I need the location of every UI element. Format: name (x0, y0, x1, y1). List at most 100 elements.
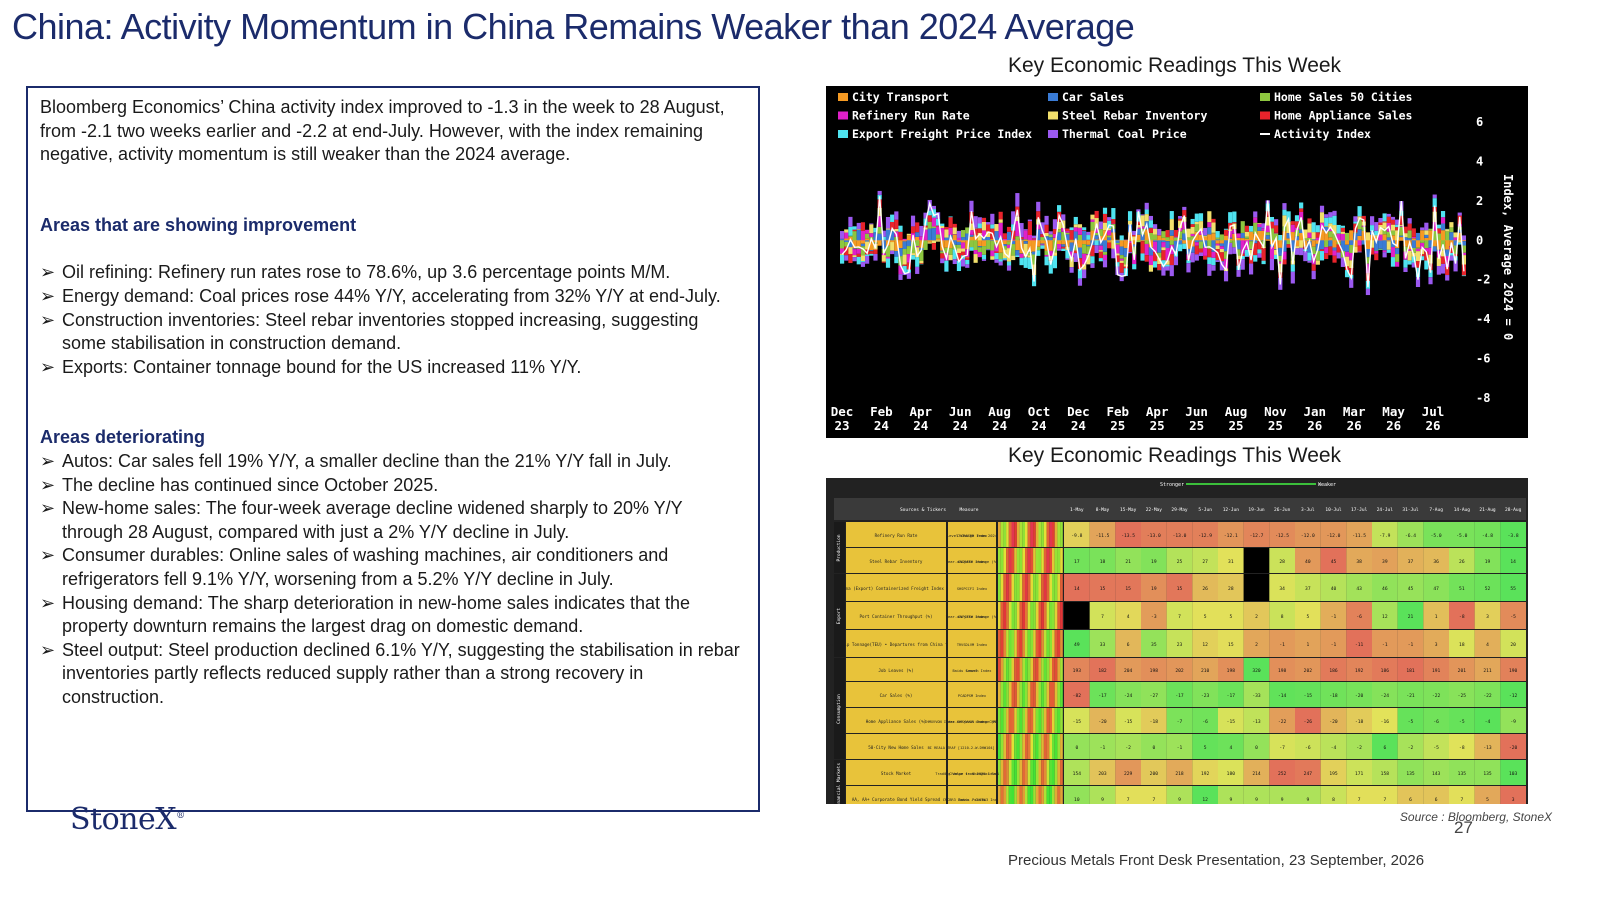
history-strip (1011, 658, 1015, 681)
chart-bar-segment (1077, 268, 1083, 279)
chart-bar-segment (1228, 240, 1233, 243)
chart-bar-segment (1107, 237, 1112, 241)
chart-bar-segment (1324, 231, 1329, 241)
chart-bar-segment (1073, 245, 1078, 251)
heat-cell-value: -7.9 (1379, 533, 1390, 539)
heat-cell (1218, 708, 1244, 733)
chart-bar-segment (1107, 217, 1112, 221)
chart-bar-segment (856, 253, 861, 257)
history-strip (1019, 734, 1023, 759)
chart-bar-segment (1299, 233, 1304, 241)
chart-bar-segment (1006, 261, 1012, 266)
heat-cell-value: -15 (1227, 719, 1236, 725)
heat-cell-value: 7 (1460, 797, 1463, 803)
chart-bar-segment (1278, 263, 1283, 273)
chart-bar-segment (1315, 225, 1320, 233)
heat-cell (1064, 602, 1090, 629)
chart-bar-segment (1169, 230, 1174, 236)
chart-bar-segment (1411, 240, 1416, 248)
heat-cell-value: 3 (1512, 797, 1515, 803)
y-tick-label: -6 (1476, 352, 1490, 366)
chart-bar-segment (1361, 240, 1366, 244)
history-strip (1022, 708, 1025, 733)
column-header: 7-Aug (1429, 507, 1443, 513)
heat-cell-value: 103 (1509, 771, 1518, 777)
chart-bar-segment (931, 217, 936, 227)
chart-bar-segment (877, 207, 882, 217)
chart-bar-segment (1370, 247, 1375, 255)
chart-bar-segment (1027, 257, 1032, 269)
history-strip (1022, 734, 1025, 759)
heat-cell (1243, 574, 1270, 601)
x-tick-year: 24 (992, 418, 1007, 433)
chart-bar-segment (969, 247, 974, 251)
chart-bar-segment (1219, 240, 1224, 244)
heat-cell (1243, 708, 1270, 733)
history-strip (1014, 630, 1017, 657)
heat-cell-value: -2 (1356, 745, 1362, 751)
history-strip (1054, 734, 1058, 759)
chart-bar-segment (986, 222, 991, 225)
heat-cell (1449, 602, 1475, 629)
heat-cell-value: -23 (1201, 693, 1210, 699)
chart-bar-segment (1023, 241, 1028, 244)
chart-bar-segment (1344, 244, 1350, 252)
chart-bar-segment (1332, 255, 1337, 263)
heat-cell (1423, 734, 1449, 759)
chart-bar-segment (1445, 249, 1450, 257)
bullet-text: Autos: Car sales fell 19% Y/Y, a smaller… (62, 450, 672, 471)
chart-bar-segment (1365, 257, 1371, 264)
source-ticker: CNCBR3 Index - CNCBA3 Index (943, 798, 1002, 802)
chart-bar-segment (1065, 231, 1070, 233)
chart-bar-segment (1165, 241, 1170, 248)
chart-bar-segment (1269, 228, 1275, 241)
heat-cell-value: 26 (1459, 559, 1465, 565)
chart-bar-segment (1328, 231, 1333, 238)
heat-cell (1166, 708, 1193, 733)
chart-bar-segment (1407, 250, 1412, 261)
legend-swatch (1048, 111, 1058, 120)
chart-bar-segment (1073, 250, 1078, 254)
chart-bar-segment (1044, 255, 1049, 257)
chart-bar-segment (1294, 240, 1300, 247)
heat-cell (1372, 548, 1398, 573)
history-strip (1027, 522, 1031, 547)
history-strip (1006, 602, 1009, 629)
chart-bar-segment (1044, 232, 1049, 237)
heat-cell-value: -3.8 (1508, 533, 1519, 539)
chart-bar-segment (1144, 240, 1149, 244)
chart-bar-segment (869, 223, 874, 225)
history-strip (1016, 658, 1020, 681)
chart-bar-segment (986, 224, 991, 232)
history-strip (1016, 760, 1020, 785)
heat-cell-value: 3 (1486, 614, 1489, 620)
heat-cell-value: 202 (1175, 668, 1184, 674)
heat-cell-value: -12.0 (1301, 533, 1315, 539)
chart-bar-segment (1207, 222, 1212, 228)
chart-bar-segment (1244, 231, 1249, 237)
chart-bar-segment (848, 253, 853, 264)
chart-bar-segment (1086, 240, 1091, 245)
chart-bar-segment (1440, 217, 1446, 224)
chart-bar-segment (1395, 248, 1400, 255)
chart-bar-segment (1286, 238, 1291, 241)
history-strip (1043, 522, 1047, 547)
heat-cell (1218, 658, 1244, 681)
y-axis-label: Index, Average 2024 = 0 (1501, 174, 1515, 340)
chart-bar-segment (1198, 252, 1204, 257)
heat-cell (1397, 630, 1424, 657)
chart-bar-segment (1307, 232, 1312, 238)
chart-bar-segment (1282, 203, 1287, 210)
chart-bar-segment (1311, 239, 1316, 241)
history-strip (1052, 574, 1055, 601)
chart-bar-segment (1040, 237, 1045, 241)
heat-cell (1320, 682, 1347, 707)
chart-bar-segment (1165, 247, 1170, 261)
heat-cell (1500, 548, 1526, 573)
history-strip (1038, 760, 1042, 785)
chart-bar-segment (1161, 266, 1166, 276)
chart-bar-segment (1278, 261, 1283, 264)
heat-cell-value: 181 (1406, 668, 1415, 674)
chart-bar-segment (1424, 248, 1429, 252)
history-strip (1041, 760, 1044, 785)
